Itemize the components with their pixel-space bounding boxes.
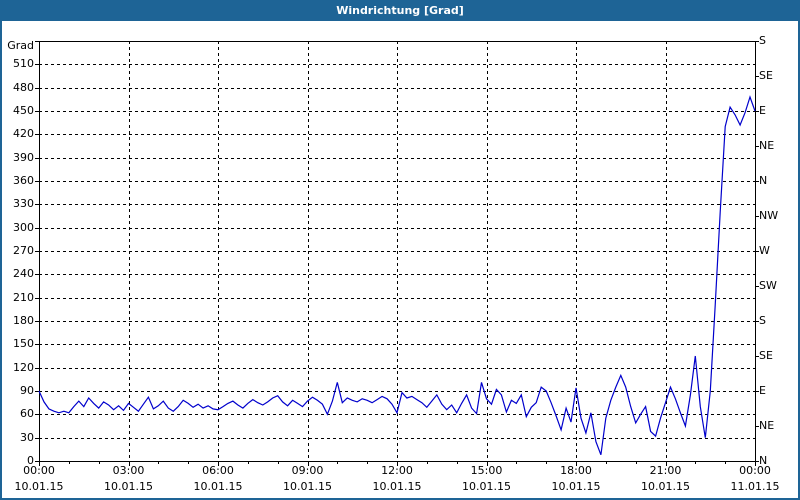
x-tick-date: 10.01.15 <box>641 480 690 493</box>
title-bar: Windrichtung [Grad] <box>2 2 798 21</box>
compass-label: NE <box>759 139 775 152</box>
x-tick-time: 12:00 <box>381 464 413 477</box>
x-tick-time: 06:00 <box>202 464 234 477</box>
x-tick-date: 10.01.15 <box>14 480 64 493</box>
y-tick-label: 90 <box>20 384 34 397</box>
y-tick-label: 210 <box>13 290 34 304</box>
x-tick-date: 10.01.15 <box>104 480 153 493</box>
compass-label: N <box>759 454 768 467</box>
y-tick-label: 330 <box>13 197 34 211</box>
x-tick-time: 09:00 <box>291 464 324 477</box>
x-tick-date: 11.01.15 <box>730 480 780 493</box>
y-tick-label: 480 <box>13 80 34 94</box>
chart-title: Windrichtung [Grad] <box>336 4 464 17</box>
y-tick-label: 390 <box>13 150 34 164</box>
y-tick-label: 240 <box>13 267 34 281</box>
compass-label: E <box>759 104 766 117</box>
compass-label: NE <box>759 419 775 432</box>
compass-label: SE <box>759 69 773 82</box>
x-tick-time: 00:00 <box>23 464 55 477</box>
compass-label: E <box>759 384 766 397</box>
x-tick-date: 10.01.15 <box>462 480 511 493</box>
x-tick-time: 18:00 <box>560 464 592 477</box>
y-tick-label: 30 <box>20 430 34 444</box>
y-tick-label: 0 <box>27 454 34 467</box>
x-tick-time: 00:00 <box>739 464 771 477</box>
y-tick-label: 360 <box>13 174 34 187</box>
y-axis-title: Grad <box>7 39 34 52</box>
data-line <box>38 95 756 456</box>
y-tick-label: 300 <box>13 220 34 234</box>
y-tick-label: 450 <box>13 104 34 117</box>
compass-label: S <box>759 34 766 47</box>
compass-label: W <box>759 244 770 257</box>
y-tick-label: 180 <box>13 314 34 327</box>
compass-label: N <box>759 174 768 187</box>
x-tick-time: 21:00 <box>649 464 682 477</box>
y-tick-label: 60 <box>20 407 34 421</box>
compass-label: NW <box>759 209 779 222</box>
y-tick-label: 420 <box>13 127 34 141</box>
y-tick-label: 150 <box>13 337 34 351</box>
x-tick-date: 10.01.15 <box>372 480 422 493</box>
compass-label: SE <box>759 349 773 362</box>
compass-label: SW <box>759 279 777 292</box>
y-tick-label: 120 <box>13 360 34 374</box>
y-tick-label: 510 <box>13 57 34 71</box>
x-tick-time: 15:00 <box>470 464 503 477</box>
x-tick-date: 10.01.15 <box>193 480 243 493</box>
y-tick-label: 270 <box>13 244 34 257</box>
x-tick-time: 03:00 <box>112 464 145 477</box>
x-tick-date: 10.01.15 <box>551 480 601 493</box>
compass-label: S <box>759 314 766 327</box>
x-tick-date: 10.01.15 <box>283 480 332 493</box>
